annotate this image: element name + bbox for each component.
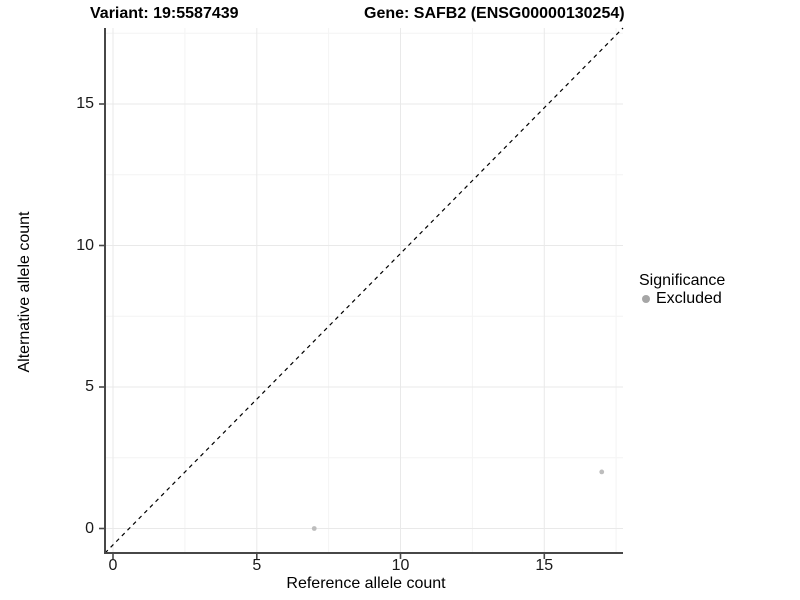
minor-horizontal-gridlines xyxy=(105,32,623,459)
legend: Significance Excluded xyxy=(639,271,725,308)
y-tick-label-0: 0 xyxy=(85,519,94,537)
excluded-point-icon xyxy=(642,295,650,303)
y-tick-label-10: 10 xyxy=(76,236,94,254)
legend-title: Significance xyxy=(639,272,726,289)
x-tick-label-15: 15 xyxy=(535,557,554,574)
legend-item-excluded: Excluded xyxy=(639,290,725,308)
y-tick-label-15: 15 xyxy=(76,95,94,112)
data-point xyxy=(599,469,605,475)
x-tick-label-10: 10 xyxy=(391,557,410,574)
gene-title: Gene: SAFB2 (ENSG00000130254) xyxy=(364,5,625,22)
minor-vertical-gridlines xyxy=(184,28,617,553)
y-axis-title: Alternative allele count xyxy=(16,211,33,373)
x-tick-label-0: 0 xyxy=(108,557,118,574)
major-horizontal-gridlines xyxy=(105,103,623,529)
y-tick-marks xyxy=(99,103,104,530)
x-axis-title: Reference allele count xyxy=(286,575,446,592)
variant-title: Variant: 19:5587439 xyxy=(90,5,239,22)
identity-reference-line xyxy=(104,27,624,554)
axis-lines xyxy=(104,28,623,554)
legend-item-label: Excluded xyxy=(656,290,722,307)
x-tick-label-5: 5 xyxy=(252,557,262,574)
y-tick-label-5: 5 xyxy=(85,378,94,395)
data-points-layer xyxy=(311,469,605,531)
data-point xyxy=(311,526,317,531)
x-tick-marks xyxy=(112,554,546,559)
major-vertical-gridlines xyxy=(112,28,545,553)
